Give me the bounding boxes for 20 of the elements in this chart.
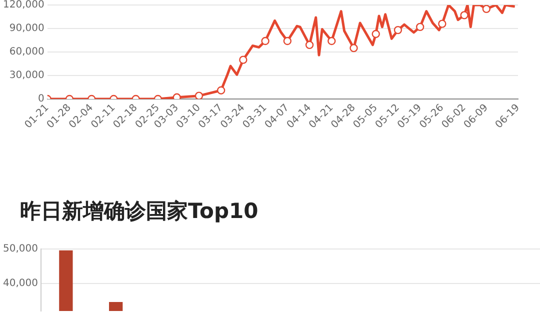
- point: [350, 44, 358, 52]
- point: [372, 30, 380, 38]
- point: [482, 5, 491, 14]
- point: [261, 36, 270, 46]
- point: [394, 26, 402, 34]
- point: [328, 36, 336, 46]
- point: [305, 40, 314, 50]
- y-tick-label: 40,000: [2, 278, 38, 290]
- point: [416, 22, 424, 32]
- y-tick-label: 60,000: [9, 46, 44, 58]
- point: [239, 56, 248, 64]
- y-tick-label: 90,000: [9, 23, 44, 34]
- y-tick-label: 120,000: [2, 0, 44, 11]
- point: [460, 11, 468, 20]
- point: [438, 20, 446, 28]
- y-tick-label: 30,000: [9, 70, 44, 82]
- point: [283, 36, 292, 46]
- chart-title: 昨日新增确诊国家Top10: [20, 198, 260, 225]
- y-tick-label: 50,000: [2, 244, 38, 255]
- y-tick-label: 0: [38, 94, 44, 105]
